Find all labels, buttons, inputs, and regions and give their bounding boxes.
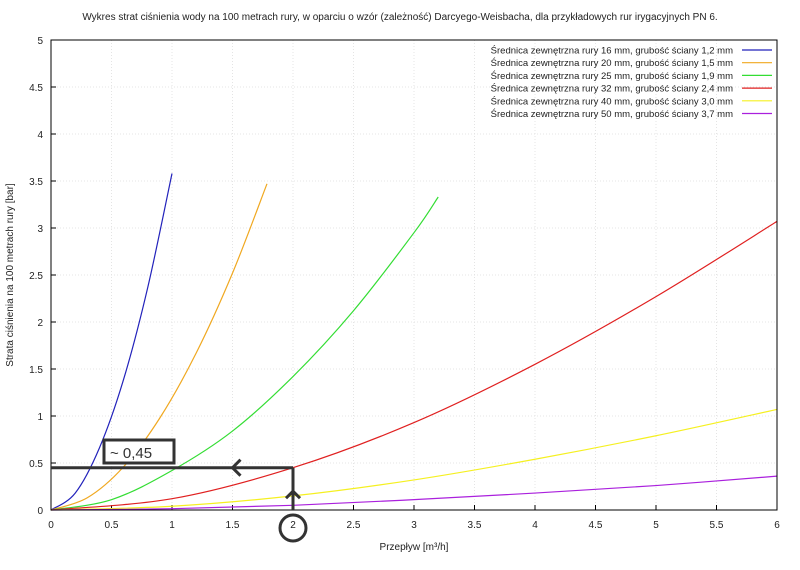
series-line-5 bbox=[50, 408, 778, 511]
y-tick-label: 2.5 bbox=[29, 271, 43, 282]
x-tick-label: 0 bbox=[48, 520, 54, 531]
arrow-up-icon bbox=[284, 489, 302, 500]
y-tick-label: 1 bbox=[37, 412, 43, 423]
x-tick-label: 2.5 bbox=[347, 520, 361, 531]
series-line-3 bbox=[50, 196, 439, 511]
y-tick-label: 0 bbox=[37, 506, 43, 517]
x-tick-label: 5.5 bbox=[710, 520, 724, 531]
plot-frame bbox=[50, 39, 778, 511]
x-tick-label: 3 bbox=[411, 520, 417, 531]
x-tick-label: 0.5 bbox=[105, 520, 119, 531]
y-tick-label: 2 bbox=[37, 318, 43, 329]
annotation-box bbox=[102, 438, 176, 465]
chart-title: Wykres strat ciśnienia wody na 100 metra… bbox=[82, 12, 717, 23]
legend-label: Średnica zewnętrzna rury 25 mm, grubość … bbox=[491, 70, 733, 82]
legend-label: Średnica zewnętrzna rury 16 mm, grubość … bbox=[491, 45, 733, 57]
series-line-4 bbox=[50, 220, 778, 511]
circled-tick-marker bbox=[278, 513, 308, 543]
x-tick-label: 4 bbox=[532, 520, 538, 531]
x-tick-label: 4.5 bbox=[589, 520, 603, 531]
legend-label: Średnica zewnętrzna rury 40 mm, grubość … bbox=[491, 95, 733, 107]
series-lines bbox=[50, 173, 778, 511]
y-tick-label: 1.5 bbox=[29, 365, 43, 376]
y-tick-label: 4.5 bbox=[29, 83, 43, 94]
x-tick-label: 1 bbox=[169, 520, 175, 531]
y-tick-label: 5 bbox=[37, 36, 43, 47]
x-axis-label: Przepływ [m³/h] bbox=[380, 542, 449, 553]
x-tick-label: 2 bbox=[290, 520, 296, 531]
y-tick-label: 3 bbox=[37, 224, 43, 235]
y-axis-label: Strata ciśnienia na 100 metrach rury [ba… bbox=[5, 183, 16, 367]
series-line-2 bbox=[50, 183, 268, 511]
series-line-6 bbox=[50, 475, 778, 511]
x-tick-label: 1.5 bbox=[226, 520, 240, 531]
annotation: ~ 0,45 bbox=[51, 438, 308, 543]
x-tick-label: 3.5 bbox=[468, 520, 482, 531]
grid bbox=[50, 39, 778, 511]
y-tick-label: 3.5 bbox=[29, 177, 43, 188]
ticks: 0 0.5 1 1.5 2 2.5 3 3.5 4 4.5 5 5.5 6 0 0.5 1 1.5 2 2.5 3 3.… bbox=[29, 36, 780, 531]
legend: Średnica zewnętrzna rury 16 mm, grubość … bbox=[491, 45, 772, 120]
series-line-1 bbox=[50, 173, 173, 511]
legend-label: Średnica zewnętrzna rury 20 mm, grubość … bbox=[491, 57, 733, 69]
legend-label: Średnica zewnętrzna rury 50 mm, grubość … bbox=[491, 108, 733, 120]
x-tick-label: 6 bbox=[774, 520, 780, 531]
legend-label: Średnica zewnętrzna rury 32 mm, grubość … bbox=[491, 83, 733, 95]
arrow-left-icon bbox=[230, 458, 242, 477]
annotation-label: ~ 0,45 bbox=[110, 445, 152, 462]
y-tick-label: 0.5 bbox=[29, 459, 43, 470]
y-tick-label: 4 bbox=[37, 130, 43, 141]
x-tick-label: 5 bbox=[653, 520, 659, 531]
